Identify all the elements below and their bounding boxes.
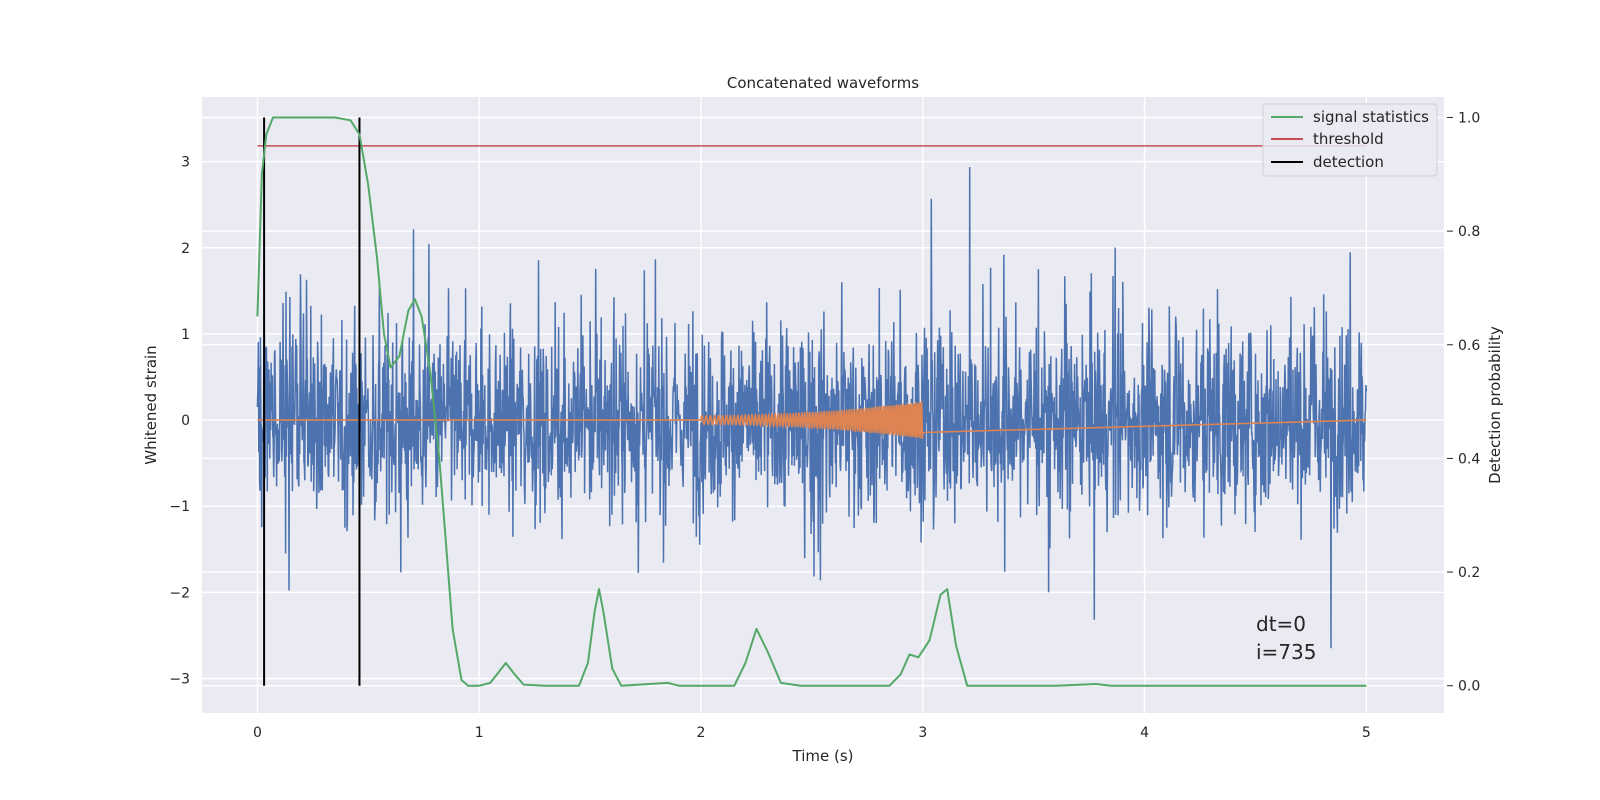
y2-tick-label: 0.8 xyxy=(1458,224,1480,240)
x-tick-label: 3 xyxy=(918,725,927,741)
y-tick-label: 3 xyxy=(181,155,190,171)
strain-series xyxy=(256,167,1368,649)
annotation-dt: dt=0 xyxy=(1256,612,1306,636)
y-tick-label: −3 xyxy=(169,672,190,688)
x-tick-label: 5 xyxy=(1362,725,1371,741)
waveform-series xyxy=(257,401,1367,439)
legend-label-detection: detection xyxy=(1313,153,1384,171)
y2-tick-label: 1.0 xyxy=(1458,110,1480,126)
y-tick-label: −2 xyxy=(169,585,190,601)
y2-tick-label: 0.2 xyxy=(1458,565,1480,581)
y-tick-label: 0 xyxy=(181,413,190,429)
y2-tick-label: 0.0 xyxy=(1458,679,1480,695)
signal-statistics-series xyxy=(256,116,1367,687)
chart-title: Concatenated waveforms xyxy=(727,74,919,92)
x-axis-label: Time (s) xyxy=(792,747,854,765)
y2-axis-label: Detection probability xyxy=(1486,326,1504,484)
x-tick-label: 2 xyxy=(697,725,706,741)
y-axis-label: Whitened strain xyxy=(142,345,160,464)
y-tick-label: 2 xyxy=(181,241,190,257)
legend-box xyxy=(1262,103,1438,177)
legend-label-threshold: threshold xyxy=(1313,130,1384,148)
annotation-i: i=735 xyxy=(1256,640,1317,664)
x-tick-label: 0 xyxy=(253,725,262,741)
legend: signal statistics threshold detection xyxy=(1262,103,1438,177)
legend-label-signal-statistics: signal statistics xyxy=(1313,108,1429,126)
y-tick-label: −1 xyxy=(169,499,190,515)
x-tick-label: 4 xyxy=(1140,725,1149,741)
y2-tick-label: 0.6 xyxy=(1458,338,1480,354)
ticks: 0 1 2 3 4 5 −3 −2 −1 0 1 2 3 0.0 0.2 0.4 0.6 0.8 1.0 xyxy=(169,110,1480,741)
y2-tick-label: 0.4 xyxy=(1458,451,1480,467)
y-tick-label: 1 xyxy=(181,327,190,343)
x-tick-label: 1 xyxy=(475,725,484,741)
series-layer xyxy=(256,116,1368,687)
